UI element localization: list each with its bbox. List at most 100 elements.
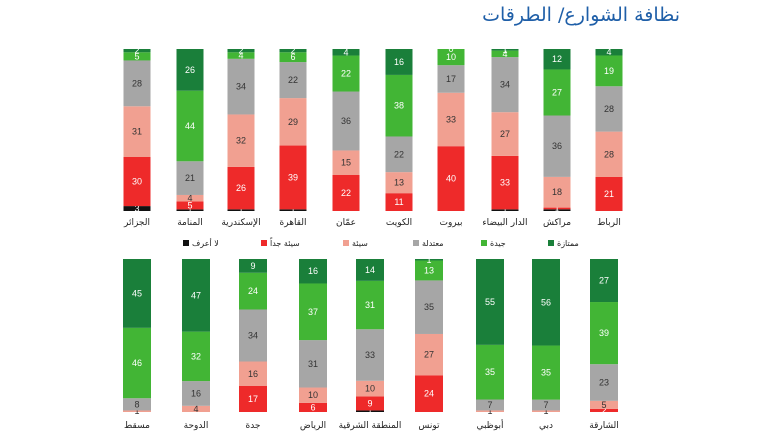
bar-segment [279,209,307,211]
chart-title: نظافة الشوارع/ الطرقات [482,4,680,26]
category-label: بيروت [439,218,462,228]
data-label: 2 [290,46,295,56]
data-label: 31 [308,359,318,369]
bar-segment [590,408,618,412]
bar-segment [356,259,384,281]
data-label: 26 [185,65,195,75]
bar-segment [543,209,571,211]
legend-swatch [183,240,189,246]
legend-label: لا أعرف [192,238,219,248]
data-label: 12 [552,54,562,64]
legend-swatch [548,240,554,246]
bar-segment [239,385,267,412]
data-label: 5 [134,51,139,61]
data-label: 35 [424,302,434,312]
bar-segment [239,361,267,386]
bar-segment [299,283,327,341]
data-label: 22 [341,69,351,79]
bar-segment [491,49,519,51]
bar-segment [279,49,307,53]
data-label: 4 [502,49,507,59]
data-label: 21 [185,173,195,183]
data-label: 8 [134,399,139,409]
category-label: الرياض [300,421,326,431]
bar-segment [239,259,267,273]
bar-segment [176,90,204,162]
category-label: مسقط [124,421,150,431]
bar-segment [227,52,255,59]
bar-segment [595,176,623,211]
bar-segment [590,259,618,303]
data-label: 1 [367,406,372,416]
data-label: 4 [193,404,198,414]
data-label: 35 [485,367,495,377]
category-label: مراكش [543,218,571,228]
bar-segment [590,400,618,409]
bar-segment [279,62,307,99]
data-label: 9 [250,261,255,271]
data-label: 28 [604,149,614,159]
bar-segment [543,176,571,208]
bar-segment [437,65,465,93]
bar-segment [543,69,571,116]
bar-segment [491,57,519,113]
bar-segment [491,50,519,58]
bar-segment [415,280,443,334]
data-label: 13 [424,265,434,275]
category-label: دبي [539,421,553,431]
data-label: 2 [134,46,139,56]
bar-segment [123,259,151,328]
bar-segment [595,86,623,132]
bar-segment [415,260,443,281]
bar-segment [279,145,307,210]
bar-segment [532,259,560,346]
data-label: 1 [554,205,559,215]
legend-swatch [343,240,349,246]
data-label: 22 [288,75,298,85]
bar-segment [176,49,204,91]
data-label: 56 [541,297,551,307]
data-label: 34 [236,82,246,92]
bar-segment [182,259,210,332]
bar-segment [123,60,151,107]
category-label: الدار البيضاء [482,218,527,228]
data-label: 19 [604,66,614,76]
data-label: 24 [248,286,258,296]
legend-swatch [481,240,487,246]
data-label: 28 [604,104,614,114]
data-label: 15 [341,158,351,168]
data-label: 30 [132,177,142,187]
data-label: 11 [394,197,403,207]
bar-segment [590,364,618,401]
bar-segment [415,259,443,261]
bar-segment [385,172,413,194]
legend-label: ممتازة [557,239,579,248]
bar-segment [332,150,360,175]
data-label: 33 [446,114,456,124]
category-label: الدوحة [184,421,209,431]
category-label: عمّان [336,218,356,228]
data-label: 28 [132,78,142,88]
legend-label: سيئة [352,239,368,248]
data-label: 36 [552,141,562,151]
bar-segment [385,49,413,75]
data-label: 38 [394,101,404,111]
data-label: 34 [248,331,258,341]
bar-segment [437,92,465,147]
data-label: 40 [446,174,456,184]
bar-segment [532,345,560,400]
data-label: 6 [290,52,295,62]
data-label: 24 [424,389,434,399]
bar-segment [543,207,571,210]
bar-segment [590,302,618,365]
category-label: الجزائر [123,218,150,228]
bar-segment [415,333,443,376]
bar-segment [182,405,210,412]
data-label: 1 [134,406,139,416]
legend-swatch [261,240,267,246]
data-label: 27 [424,350,434,360]
data-label: 7 [487,400,492,410]
bar-segment [332,49,360,56]
data-label: 37 [308,307,318,317]
bar-segment [239,309,267,362]
